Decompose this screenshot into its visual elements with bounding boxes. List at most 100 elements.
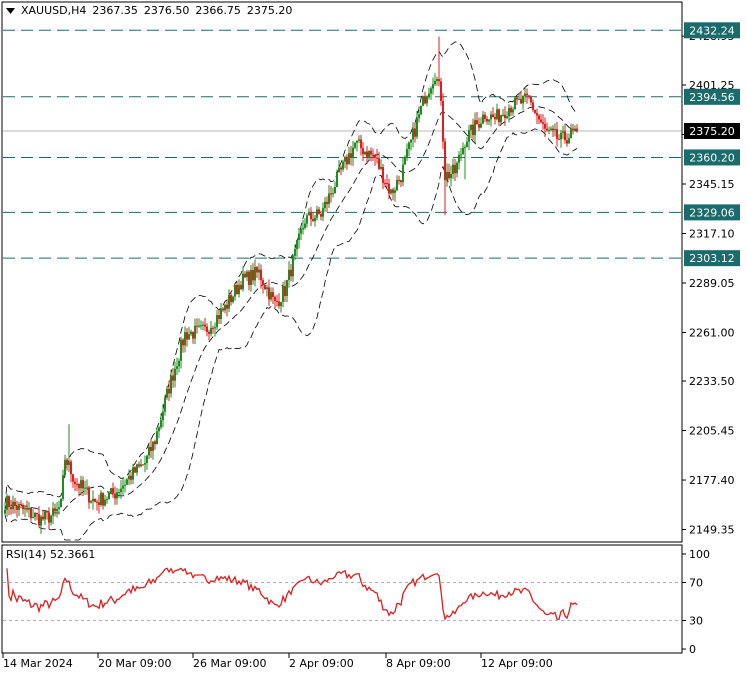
rsi-tick-label: 0 (689, 643, 696, 656)
candle-body (256, 267, 258, 273)
candle-body (154, 441, 156, 445)
middle-band (4, 106, 578, 514)
candle-body (464, 147, 466, 149)
candle-body (354, 142, 356, 148)
candle-body (462, 147, 464, 155)
candle-body (90, 501, 92, 503)
candle-body (534, 109, 536, 113)
candle-body (290, 269, 292, 277)
candle-body (406, 148, 408, 158)
candle-body (524, 93, 526, 97)
candle-body (206, 326, 208, 333)
rsi-line-group (3, 567, 681, 621)
candle-body (414, 128, 416, 137)
candle-body (296, 239, 298, 250)
candle-body (418, 114, 420, 119)
candle-body (60, 498, 62, 508)
high-value: 2376.50 (143, 4, 190, 17)
level-label: 2432.24 (689, 24, 735, 37)
candle-body (36, 512, 38, 515)
candle-body (260, 269, 262, 281)
candle-body (548, 129, 550, 131)
candle-body (122, 485, 124, 489)
candle-body (496, 109, 498, 120)
candle-body (472, 124, 474, 136)
candle-body (234, 284, 236, 297)
candle-body (444, 141, 446, 181)
candle-body (484, 114, 486, 119)
candle-body (410, 139, 412, 143)
candle-body (334, 187, 336, 194)
candle-body (532, 102, 534, 110)
candle-body (468, 129, 470, 142)
candle-body (314, 217, 316, 222)
candle-body (486, 118, 488, 122)
candle-body (280, 301, 282, 307)
candle-body (98, 502, 100, 506)
candle-body (490, 114, 492, 120)
candle-body (248, 271, 250, 286)
y-tick-label: 2289.05 (689, 277, 735, 290)
candle-body (394, 190, 396, 193)
level-label-bg (684, 22, 740, 39)
candle-body (186, 332, 188, 340)
candle-body (48, 512, 50, 523)
candle-body (422, 96, 424, 106)
candle-body (38, 514, 40, 526)
candle-body (268, 287, 270, 300)
candle-body (126, 479, 128, 485)
y-tick-label: 2205.45 (689, 425, 735, 438)
y-tick-label: 2177.40 (689, 474, 735, 487)
candle-body (506, 116, 508, 119)
candle-body (138, 464, 140, 467)
candle-body (404, 157, 406, 165)
level-label-bg (684, 204, 740, 221)
x-tick-label: 12 Apr 09:00 (481, 657, 553, 670)
candle-body (216, 315, 218, 328)
candle-body (326, 201, 328, 204)
candle-body (302, 227, 304, 230)
candle-body (4, 509, 6, 514)
symbol-label: XAUUSD,H4 (21, 4, 87, 17)
candle-body (294, 249, 296, 256)
level-price-labels: 2432.24 2394.56 2360.20 2329.06 2303.12 2375.… (684, 22, 740, 267)
candle-body (22, 504, 24, 510)
candle-body (114, 493, 116, 499)
candle-body (230, 295, 232, 303)
candle-body (566, 140, 568, 144)
rsi-tick-label: 30 (689, 615, 703, 628)
candle-body (274, 297, 276, 301)
price-axis: 2428.952401.252373.202345.152317.102289.… (682, 30, 735, 537)
upper-band (4, 41, 578, 505)
candle-body (408, 142, 410, 149)
candle-body (458, 154, 460, 163)
candle-body (344, 156, 346, 162)
candle-body (130, 475, 132, 480)
candle-body (376, 157, 378, 159)
candle-body (492, 114, 494, 118)
candle-body (144, 463, 146, 465)
candle-body (84, 487, 86, 489)
candle-body (488, 119, 490, 122)
y-tick-label: 2345.15 (689, 178, 735, 191)
candle-body (556, 129, 558, 139)
candle-body (512, 109, 514, 113)
candle-body (570, 128, 572, 139)
candle-body (338, 167, 340, 173)
candle-body (92, 498, 94, 502)
y-tick-label: 2261.00 (689, 327, 735, 340)
triangle-down-icon[interactable] (6, 7, 15, 15)
candle-body (454, 164, 456, 174)
chart-title: XAUUSD,H4 2367.35 2376.50 2366.75 2375.2… (6, 4, 292, 17)
open-value: 2367.35 (92, 4, 138, 17)
candle-body (284, 286, 286, 297)
candle-body (88, 487, 90, 503)
candle-body (16, 505, 18, 510)
candle-body (430, 88, 432, 94)
x-tick-label: 8 Apr 09:00 (386, 657, 451, 670)
candle-body (572, 128, 574, 131)
horizontal-levels[interactable] (3, 29, 681, 259)
candle-body (160, 420, 162, 428)
candle-body (26, 507, 28, 510)
